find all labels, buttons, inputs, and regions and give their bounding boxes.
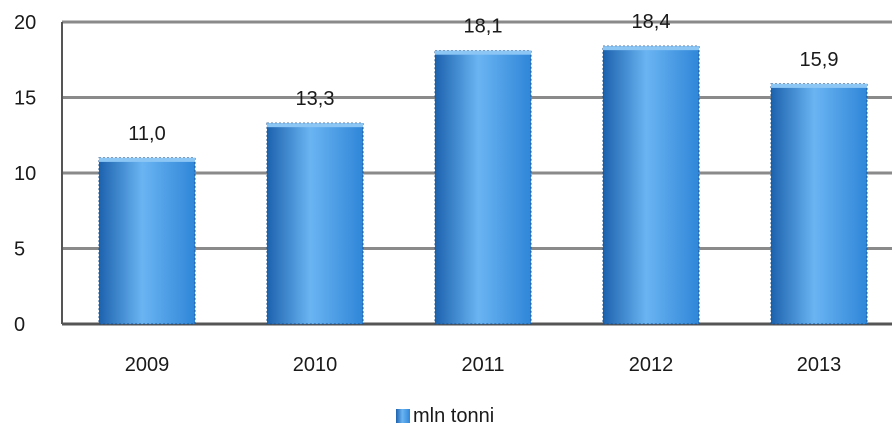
bar-top-highlight <box>267 123 363 128</box>
bar-top-highlight <box>99 157 195 162</box>
y-tick-label: 10 <box>14 163 36 185</box>
bar-2010 <box>266 122 364 325</box>
bar-top-highlight <box>771 83 867 88</box>
data-label-2013: 15,9 <box>800 49 839 71</box>
y-tick-label: 0 <box>14 314 25 336</box>
bar-2012 <box>602 45 700 325</box>
x-tick-label-2009: 2009 <box>125 354 170 376</box>
bar-top-highlight <box>603 46 699 51</box>
bar-top-highlight <box>435 50 531 55</box>
data-label-2012: 18,4 <box>632 11 671 33</box>
x-tick-label-2013: 2013 <box>797 354 842 376</box>
bar-2009 <box>98 157 196 325</box>
x-tick-label-2012: 2012 <box>629 354 674 376</box>
legend-swatch <box>396 409 410 423</box>
x-tick-label-2011: 2011 <box>461 354 504 376</box>
y-tick-label: 15 <box>14 88 36 110</box>
data-label-2011: 18,1 <box>464 16 503 38</box>
x-tick-label-2010: 2010 <box>293 354 338 376</box>
data-label-2009: 11,0 <box>128 123 165 145</box>
legend-label: mln tonni <box>413 405 494 427</box>
data-label-2010: 13,3 <box>296 88 335 110</box>
y-tick-label: 5 <box>14 239 25 261</box>
labels: 0 5 10 15 20 11,0 2009 13,3 2010 18,1 2011 18,4 2012… <box>14 11 841 376</box>
bar-2013 <box>770 83 868 325</box>
y-tick-label: 20 <box>14 12 36 34</box>
bar-2011 <box>434 50 532 325</box>
legend: mln tonni <box>396 405 494 427</box>
bars <box>98 45 868 325</box>
